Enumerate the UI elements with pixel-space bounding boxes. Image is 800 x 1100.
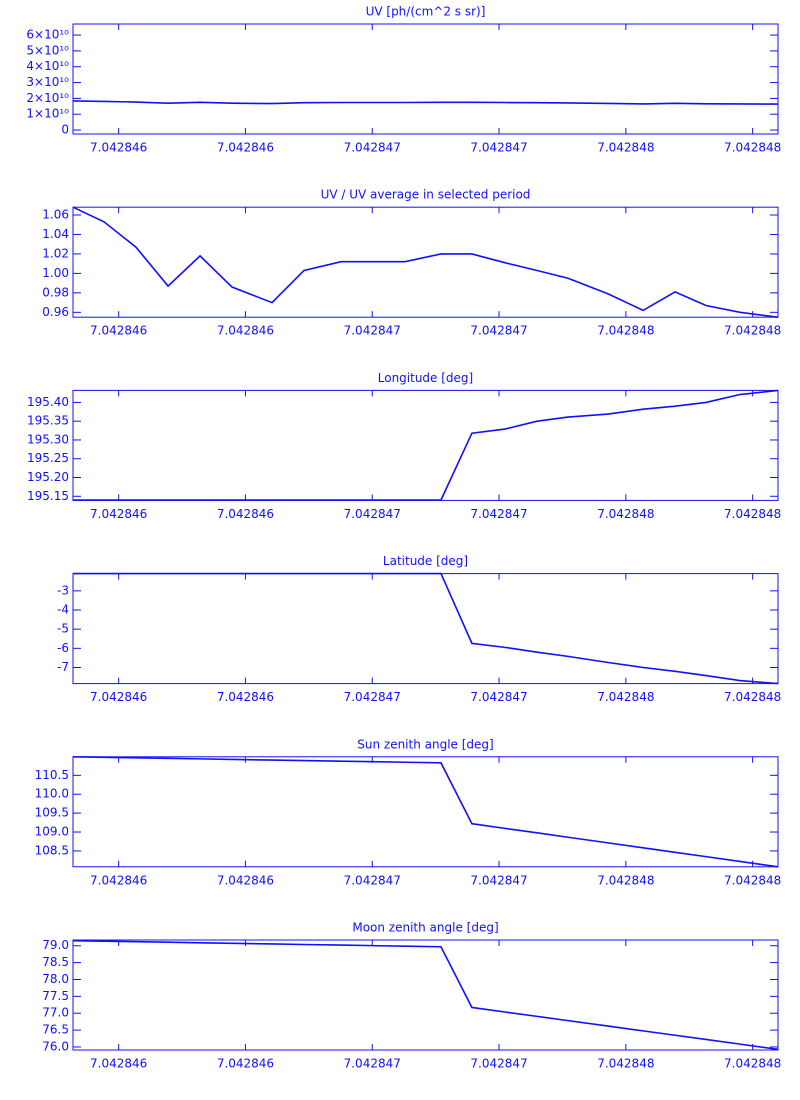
data-line <box>73 572 779 685</box>
y-tick-label: -6 <box>57 641 69 655</box>
y-tick-label: 78.5 <box>42 955 69 969</box>
data-line <box>72 756 779 868</box>
y-tick-label: 195.20 <box>27 470 69 484</box>
chart-title: UV / UV average in selected period <box>321 188 531 202</box>
y-tick-label: 76.0 <box>42 1039 69 1053</box>
y-tick-label: 4×10¹⁰ <box>26 59 69 73</box>
y-tick-label: 77.5 <box>42 989 69 1003</box>
y-tick-label: 195.35 <box>27 414 69 428</box>
plot-frame <box>72 756 779 868</box>
y-tick-label: 195.40 <box>27 395 69 409</box>
x-tick-label: 7.042846 <box>90 324 147 338</box>
chart-title: Longitude [deg] <box>378 371 473 385</box>
x-tick-label: 7.042848 <box>597 690 654 704</box>
y-tick-label: 108.5 <box>35 843 69 857</box>
plot-frame <box>72 23 779 135</box>
plot-frame <box>72 939 779 1051</box>
x-tick-label: 7.042846 <box>217 507 274 521</box>
chart-title: Latitude [deg] <box>383 554 468 568</box>
x-tick-label: 7.042848 <box>597 1057 654 1071</box>
y-tick-label: 77.0 <box>42 1006 69 1020</box>
x-tick-label: 7.042848 <box>724 507 781 521</box>
x-tick-label: 7.042846 <box>217 873 274 887</box>
x-tick-label: 7.042846 <box>217 690 274 704</box>
x-tick-label: 7.042848 <box>724 141 781 155</box>
x-tick-label: 7.042848 <box>597 507 654 521</box>
y-tick-label: -5 <box>57 622 69 636</box>
y-tick-label: 78.0 <box>42 972 69 986</box>
data-line <box>72 206 779 318</box>
y-tick-label: 0.98 <box>42 285 69 299</box>
x-tick-label: 7.042848 <box>597 324 654 338</box>
data-line <box>72 939 779 1051</box>
x-tick-label: 7.042846 <box>90 141 147 155</box>
x-tick-label: 7.042848 <box>724 1057 781 1071</box>
y-tick-label: 1.00 <box>42 266 69 280</box>
x-tick-label: 7.042848 <box>724 873 781 887</box>
y-tick-label: 76.5 <box>42 1023 69 1037</box>
x-tick-label: 7.042847 <box>344 690 401 704</box>
y-tick-label: 1.04 <box>42 227 69 241</box>
y-tick-label: 79.0 <box>42 938 69 952</box>
chart-title: UV [ph/(cm^2 s sr)] <box>366 5 486 19</box>
data-line <box>72 100 779 105</box>
x-tick-label: 7.042846 <box>90 873 147 887</box>
x-tick-label: 7.042847 <box>344 324 401 338</box>
y-tick-label: -4 <box>57 603 69 617</box>
x-tick-label: 7.042847 <box>470 324 527 338</box>
y-tick-label: 1.02 <box>42 246 69 260</box>
x-tick-label: 7.042848 <box>597 141 654 155</box>
x-tick-label: 7.042847 <box>470 1057 527 1071</box>
x-tick-label: 7.042847 <box>344 873 401 887</box>
y-tick-label: 110.0 <box>35 787 69 801</box>
chart-title: Sun zenith angle [deg] <box>357 737 493 751</box>
x-tick-label: 7.042847 <box>470 507 527 521</box>
x-tick-label: 7.042848 <box>724 690 781 704</box>
chart-title: Moon zenith angle [deg] <box>352 921 498 935</box>
y-tick-label: -3 <box>57 583 69 597</box>
y-tick-label: 1×10¹⁰ <box>26 107 69 121</box>
x-tick-label: 7.042847 <box>344 1057 401 1071</box>
y-tick-label: 5×10¹⁰ <box>26 43 69 57</box>
y-tick-label: 3×10¹⁰ <box>26 75 69 89</box>
x-tick-label: 7.042847 <box>344 507 401 521</box>
x-tick-label: 7.042848 <box>597 873 654 887</box>
x-tick-label: 7.042846 <box>90 690 147 704</box>
y-tick-label: 195.25 <box>27 451 69 465</box>
y-tick-label: 6×10¹⁰ <box>26 28 69 42</box>
y-tick-label: 110.5 <box>35 768 69 782</box>
plot-frame <box>72 573 779 685</box>
x-tick-label: 7.042847 <box>344 141 401 155</box>
x-tick-label: 7.042846 <box>90 507 147 521</box>
y-tick-label: -7 <box>57 660 69 674</box>
y-tick-label: 109.0 <box>35 825 69 839</box>
y-tick-label: 2×10¹⁰ <box>26 91 69 105</box>
x-tick-label: 7.042847 <box>470 690 527 704</box>
x-tick-label: 7.042847 <box>470 873 527 887</box>
data-line <box>73 389 779 501</box>
y-tick-label: 195.15 <box>27 489 69 503</box>
y-tick-label: 109.5 <box>35 806 69 820</box>
y-tick-label: 1.06 <box>42 207 69 221</box>
x-tick-label: 7.042847 <box>470 141 527 155</box>
y-tick-label: 0.96 <box>42 305 69 319</box>
x-tick-label: 7.042846 <box>217 141 274 155</box>
x-tick-label: 7.042846 <box>217 324 274 338</box>
x-tick-label: 7.042848 <box>724 324 781 338</box>
plot-frame <box>72 206 779 318</box>
x-tick-label: 7.042846 <box>217 1057 274 1071</box>
y-tick-label: 195.30 <box>27 432 69 446</box>
y-tick-label: 0 <box>61 123 69 137</box>
x-tick-label: 7.042846 <box>90 1057 147 1071</box>
